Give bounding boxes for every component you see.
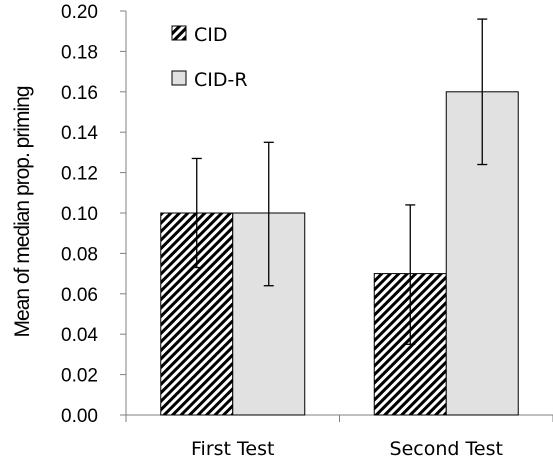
y-tick-label: 0.18 — [61, 42, 98, 63]
y-axis-label: Mean of median prop. priming — [11, 86, 34, 337]
error-bars-group — [191, 18, 488, 345]
legend-label-cid-r: CID-R — [194, 69, 248, 91]
bars-group — [160, 91, 519, 416]
y-tick-label: 0.14 — [61, 123, 98, 144]
x-axis-ticks: First Test Second Test — [125, 415, 553, 460]
y-tick-label: 0.12 — [61, 164, 98, 185]
legend-swatch-cid-r — [171, 70, 187, 86]
y-tick-label: 0.02 — [61, 366, 98, 387]
y-tick-label: 0.10 — [61, 204, 98, 225]
y-tick-label: 0.20 — [61, 2, 98, 23]
y-tick-label: 0.04 — [61, 325, 98, 346]
x-tick-label: First Test — [191, 438, 274, 460]
y-tick-label: 0.00 — [61, 406, 98, 427]
y-axis-ticks: 0.00 0.02 0.04 0.06 0.08 0.10 0.12 0.14 0.16 0.18… — [61, 2, 126, 427]
legend: CID CID-R — [171, 24, 248, 91]
legend-swatch-cid — [171, 25, 187, 41]
legend-label-cid: CID — [194, 24, 228, 46]
y-tick-label: 0.16 — [61, 83, 98, 104]
y-tick-label: 0.08 — [61, 244, 98, 265]
y-tick-label: 0.06 — [61, 285, 98, 306]
x-tick-label: Second Test — [390, 438, 503, 460]
